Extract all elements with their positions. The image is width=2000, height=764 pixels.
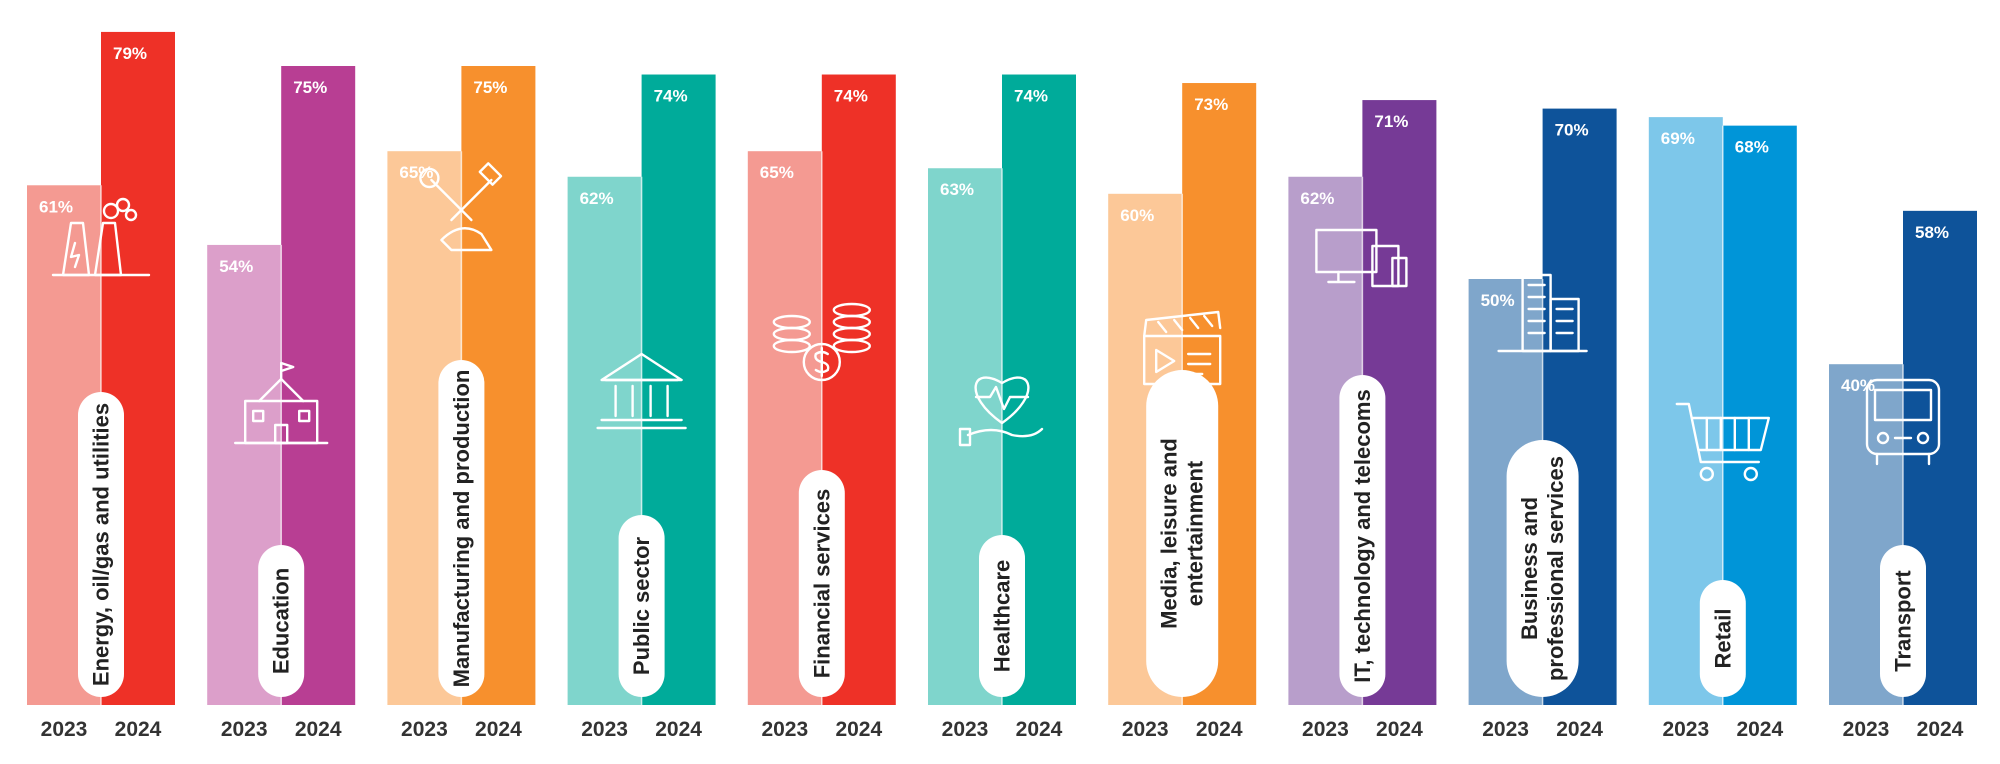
office-buildings-icon bbox=[1497, 273, 1588, 353]
value-label: 65% bbox=[760, 163, 794, 182]
value-label: 62% bbox=[580, 189, 614, 208]
value-label: 71% bbox=[1374, 112, 1408, 131]
category-label: IT, technology and telecoms bbox=[1350, 389, 1375, 682]
year-label: 2024 bbox=[475, 718, 522, 741]
category-label: Business and bbox=[1517, 497, 1542, 640]
year-label: 2024 bbox=[835, 718, 882, 741]
category-label: Retail bbox=[1710, 609, 1735, 669]
category-label: Healthcare bbox=[990, 560, 1015, 673]
value-label: 68% bbox=[1735, 138, 1769, 157]
value-label: 61% bbox=[39, 197, 73, 216]
school-building-icon bbox=[234, 361, 329, 445]
value-label: 74% bbox=[654, 87, 688, 106]
value-label: 50% bbox=[1481, 291, 1515, 310]
value-label: 69% bbox=[1661, 129, 1695, 148]
category-label-pill bbox=[1339, 375, 1386, 697]
value-label: 73% bbox=[1194, 95, 1228, 114]
value-label: 75% bbox=[473, 78, 507, 97]
category-group: 69% 68% Retail 2023 2024 bbox=[1648, 117, 1797, 741]
category-label-pill bbox=[258, 545, 305, 697]
year-label: 2024 bbox=[1376, 718, 1423, 741]
year-label: 2023 bbox=[1843, 718, 1890, 741]
category-label: Energy, oil/gas and utilities bbox=[89, 403, 114, 686]
power-plant-icon bbox=[51, 197, 151, 277]
category-label-pill bbox=[798, 470, 845, 697]
heart-hand-icon bbox=[958, 376, 1044, 447]
year-label: 2024 bbox=[1556, 718, 1603, 741]
value-label: 63% bbox=[940, 180, 974, 199]
year-label: 2023 bbox=[1122, 718, 1169, 741]
category-group: 65% 74% Financial services 2023 2024 bbox=[747, 74, 896, 741]
category-group: 40% 58% Transport 2023 2024 bbox=[1829, 210, 1977, 741]
category-label-pill bbox=[1146, 370, 1219, 697]
category-label-pill bbox=[438, 360, 485, 697]
value-label: 60% bbox=[1120, 206, 1154, 225]
category-label: Transport bbox=[1891, 570, 1916, 672]
year-label: 2023 bbox=[942, 718, 989, 741]
category-label: professional services bbox=[1543, 456, 1568, 681]
value-label: 74% bbox=[834, 87, 868, 106]
category-group: 62% 74% Public sector 2023 2024 bbox=[567, 74, 716, 741]
year-label: 2024 bbox=[1736, 718, 1783, 741]
value-label: 75% bbox=[293, 78, 327, 97]
category-group: 54% 75% Education 2023 2024 bbox=[207, 66, 356, 741]
category-label: Public sector bbox=[629, 536, 654, 675]
category-label: entertainment bbox=[1183, 460, 1208, 606]
year-label: 2023 bbox=[221, 718, 268, 741]
category-label: Financial services bbox=[809, 489, 834, 679]
year-label: 2023 bbox=[1302, 718, 1349, 741]
category-label: Education bbox=[269, 568, 294, 674]
value-label: 74% bbox=[1014, 87, 1048, 106]
category-label-pill bbox=[78, 392, 124, 697]
category-group: 50% 70% Business and professional services 2… bbox=[1468, 108, 1617, 741]
category-label-pill bbox=[1699, 580, 1746, 697]
year-label: 2024 bbox=[1196, 718, 1243, 741]
category-group: 61% 79% Energy, oil/gas and utilities 2023 2… bbox=[27, 31, 175, 741]
year-label: 2024 bbox=[1917, 718, 1964, 741]
year-label: 2023 bbox=[401, 718, 448, 741]
bus-icon bbox=[1865, 378, 1941, 466]
category-label: Media, leisure and bbox=[1157, 438, 1182, 629]
year-label: 2023 bbox=[581, 718, 628, 741]
value-label: 58% bbox=[1915, 223, 1949, 242]
year-label: 2023 bbox=[41, 718, 88, 741]
government-building-icon bbox=[596, 352, 687, 430]
category-label-pill bbox=[1880, 545, 1926, 697]
shopping-cart-icon bbox=[1675, 402, 1771, 482]
value-label: 79% bbox=[113, 44, 147, 63]
category-group: 65% 75% Manufacturing and production 2023 20… bbox=[387, 66, 536, 741]
tools-hand-icon bbox=[419, 162, 503, 252]
category-label-pill bbox=[1506, 440, 1579, 697]
category-group: 63% 74% Healthcare 2023 2024 bbox=[928, 74, 1076, 741]
category-group: 60% 73% Media, leisure and entertainment 202… bbox=[1108, 83, 1257, 741]
value-label: 40% bbox=[1841, 376, 1875, 395]
category-label-pill bbox=[618, 515, 665, 697]
coins-dollar-icon bbox=[772, 302, 871, 382]
year-label: 2024 bbox=[1016, 718, 1063, 741]
category-label-pill bbox=[979, 535, 1025, 697]
year-label: 2023 bbox=[1482, 718, 1529, 741]
devices-icon bbox=[1315, 228, 1408, 288]
year-label: 2023 bbox=[1662, 718, 1709, 741]
year-label: 2024 bbox=[655, 718, 702, 741]
year-label: 2024 bbox=[295, 718, 342, 741]
category-label: Manufacturing and production bbox=[449, 370, 474, 688]
value-label: 54% bbox=[219, 257, 253, 276]
category-group: 62% 71% IT, technology and telecoms 2023 202… bbox=[1288, 100, 1437, 741]
year-label: 2024 bbox=[115, 718, 162, 741]
value-label: 65% bbox=[399, 163, 433, 182]
year-label: 2023 bbox=[761, 718, 808, 741]
value-label: 70% bbox=[1555, 121, 1589, 140]
value-label: 62% bbox=[1300, 189, 1334, 208]
